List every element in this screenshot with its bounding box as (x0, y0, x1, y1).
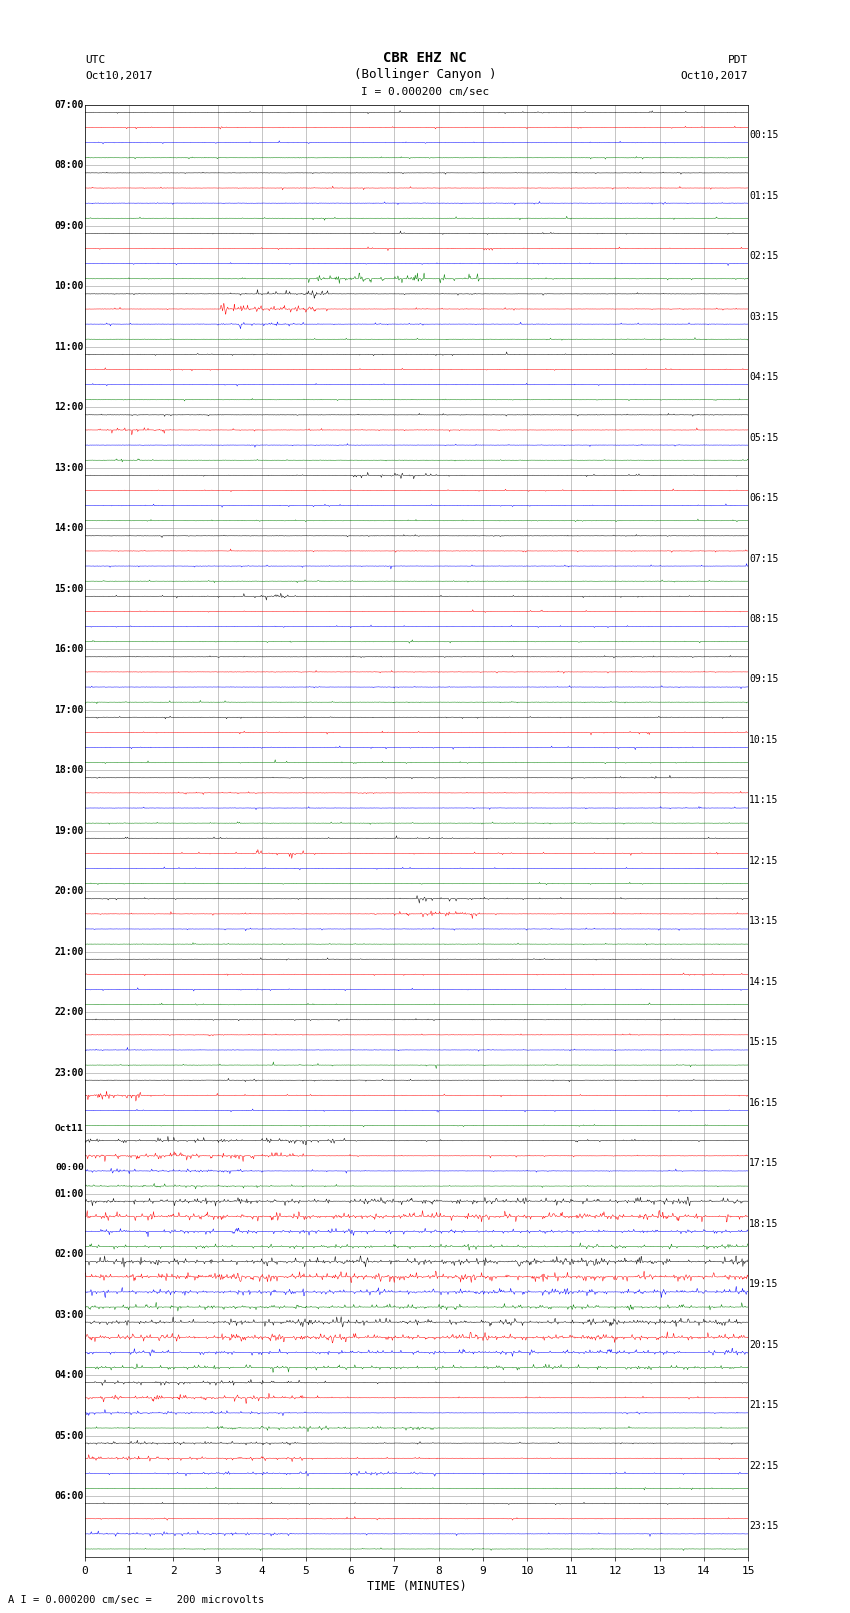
Text: Oct11: Oct11 (55, 1124, 83, 1132)
Text: 07:00: 07:00 (54, 100, 83, 110)
Text: 17:15: 17:15 (750, 1158, 779, 1168)
Text: 00:15: 00:15 (750, 131, 779, 140)
Text: 01:15: 01:15 (750, 190, 779, 200)
Text: 02:15: 02:15 (750, 252, 779, 261)
Text: 23:00: 23:00 (54, 1068, 83, 1077)
Text: 10:00: 10:00 (54, 281, 83, 292)
Text: 09:00: 09:00 (54, 221, 83, 231)
X-axis label: TIME (MINUTES): TIME (MINUTES) (366, 1579, 467, 1592)
Text: 04:15: 04:15 (750, 373, 779, 382)
Text: 02:00: 02:00 (54, 1248, 83, 1260)
Text: 08:00: 08:00 (54, 160, 83, 171)
Text: 13:15: 13:15 (750, 916, 779, 926)
Text: 19:15: 19:15 (750, 1279, 779, 1289)
Text: 04:00: 04:00 (54, 1369, 83, 1381)
Text: 14:15: 14:15 (750, 977, 779, 987)
Text: 12:15: 12:15 (750, 857, 779, 866)
Text: 11:15: 11:15 (750, 795, 779, 805)
Text: 05:00: 05:00 (54, 1431, 83, 1440)
Text: 21:15: 21:15 (750, 1400, 779, 1410)
Text: 23:15: 23:15 (750, 1521, 779, 1531)
Text: 22:15: 22:15 (750, 1461, 779, 1471)
Text: 15:15: 15:15 (750, 1037, 779, 1047)
Text: PDT: PDT (728, 55, 748, 65)
Text: 15:00: 15:00 (54, 584, 83, 594)
Text: 13:00: 13:00 (54, 463, 83, 473)
Text: 16:00: 16:00 (54, 644, 83, 655)
Text: 10:15: 10:15 (750, 736, 779, 745)
Text: 14:00: 14:00 (54, 523, 83, 534)
Text: I = 0.000200 cm/sec: I = 0.000200 cm/sec (361, 87, 489, 97)
Text: 05:15: 05:15 (750, 432, 779, 442)
Text: 07:15: 07:15 (750, 553, 779, 563)
Text: 03:00: 03:00 (54, 1310, 83, 1319)
Text: 12:00: 12:00 (54, 402, 83, 413)
Text: Oct10,2017: Oct10,2017 (85, 71, 152, 81)
Text: 11:00: 11:00 (54, 342, 83, 352)
Text: 06:00: 06:00 (54, 1490, 83, 1502)
Text: 06:15: 06:15 (750, 494, 779, 503)
Text: 01:00: 01:00 (54, 1189, 83, 1198)
Text: 18:15: 18:15 (750, 1219, 779, 1229)
Text: 16:15: 16:15 (750, 1098, 779, 1108)
Text: A I = 0.000200 cm/sec =    200 microvolts: A I = 0.000200 cm/sec = 200 microvolts (8, 1595, 264, 1605)
Text: 17:00: 17:00 (54, 705, 83, 715)
Text: 22:00: 22:00 (54, 1007, 83, 1018)
Text: 21:00: 21:00 (54, 947, 83, 957)
Text: 08:15: 08:15 (750, 615, 779, 624)
Text: 19:00: 19:00 (54, 826, 83, 836)
Text: 00:00: 00:00 (55, 1163, 83, 1173)
Text: Oct10,2017: Oct10,2017 (681, 71, 748, 81)
Text: (Bollinger Canyon ): (Bollinger Canyon ) (354, 68, 496, 81)
Text: 20:15: 20:15 (750, 1340, 779, 1350)
Text: 09:15: 09:15 (750, 674, 779, 684)
Text: 20:00: 20:00 (54, 886, 83, 897)
Text: 18:00: 18:00 (54, 765, 83, 776)
Text: 03:15: 03:15 (750, 311, 779, 321)
Text: UTC: UTC (85, 55, 105, 65)
Text: CBR EHZ NC: CBR EHZ NC (383, 50, 467, 65)
